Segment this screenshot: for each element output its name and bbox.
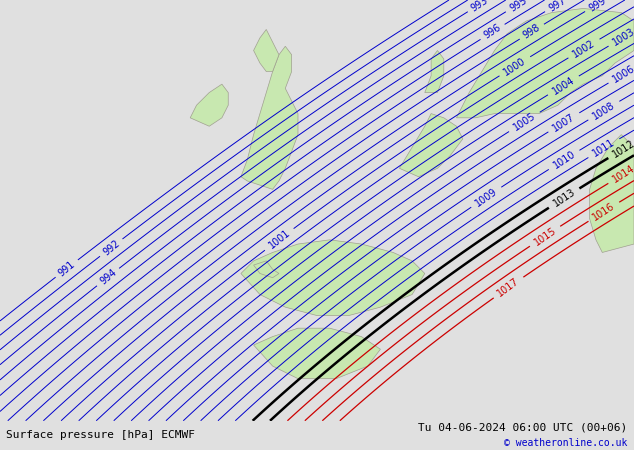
- Polygon shape: [399, 113, 463, 177]
- Polygon shape: [241, 240, 425, 315]
- Text: 1011: 1011: [591, 137, 617, 159]
- Polygon shape: [254, 328, 380, 379]
- Text: 1009: 1009: [474, 186, 499, 208]
- Text: 1001: 1001: [266, 228, 292, 251]
- Polygon shape: [254, 29, 279, 72]
- Text: 1000: 1000: [502, 55, 528, 77]
- Text: 1008: 1008: [591, 100, 617, 122]
- Text: 1004: 1004: [550, 75, 576, 96]
- Text: 996: 996: [482, 22, 503, 41]
- Text: 994: 994: [98, 267, 119, 287]
- Polygon shape: [456, 9, 634, 118]
- Text: 991: 991: [56, 259, 77, 278]
- Text: © weatheronline.co.uk: © weatheronline.co.uk: [504, 438, 628, 448]
- Polygon shape: [241, 46, 298, 189]
- Text: 1014: 1014: [611, 163, 634, 185]
- Text: 1003: 1003: [611, 26, 634, 48]
- Text: 997: 997: [547, 0, 567, 14]
- Polygon shape: [590, 135, 634, 252]
- Text: 1010: 1010: [551, 149, 577, 171]
- Polygon shape: [190, 84, 228, 126]
- Text: 1015: 1015: [532, 225, 558, 248]
- Text: 1012: 1012: [611, 138, 634, 159]
- Text: 1013: 1013: [551, 187, 577, 209]
- Text: 998: 998: [521, 22, 542, 41]
- Polygon shape: [254, 261, 279, 278]
- Text: 1017: 1017: [496, 276, 521, 299]
- Text: 1002: 1002: [571, 38, 597, 59]
- Text: 1006: 1006: [611, 63, 634, 85]
- Text: 1005: 1005: [512, 111, 538, 133]
- Text: 999: 999: [587, 0, 608, 14]
- Text: Surface pressure [hPa] ECMWF: Surface pressure [hPa] ECMWF: [6, 430, 195, 440]
- Text: 993: 993: [469, 0, 490, 14]
- Polygon shape: [425, 50, 444, 93]
- Text: 995: 995: [508, 0, 529, 14]
- Text: Tu 04-06-2024 06:00 UTC (00+06): Tu 04-06-2024 06:00 UTC (00+06): [418, 422, 628, 432]
- Text: 1016: 1016: [591, 201, 617, 223]
- Text: 992: 992: [101, 238, 122, 257]
- Text: 1007: 1007: [551, 112, 577, 133]
